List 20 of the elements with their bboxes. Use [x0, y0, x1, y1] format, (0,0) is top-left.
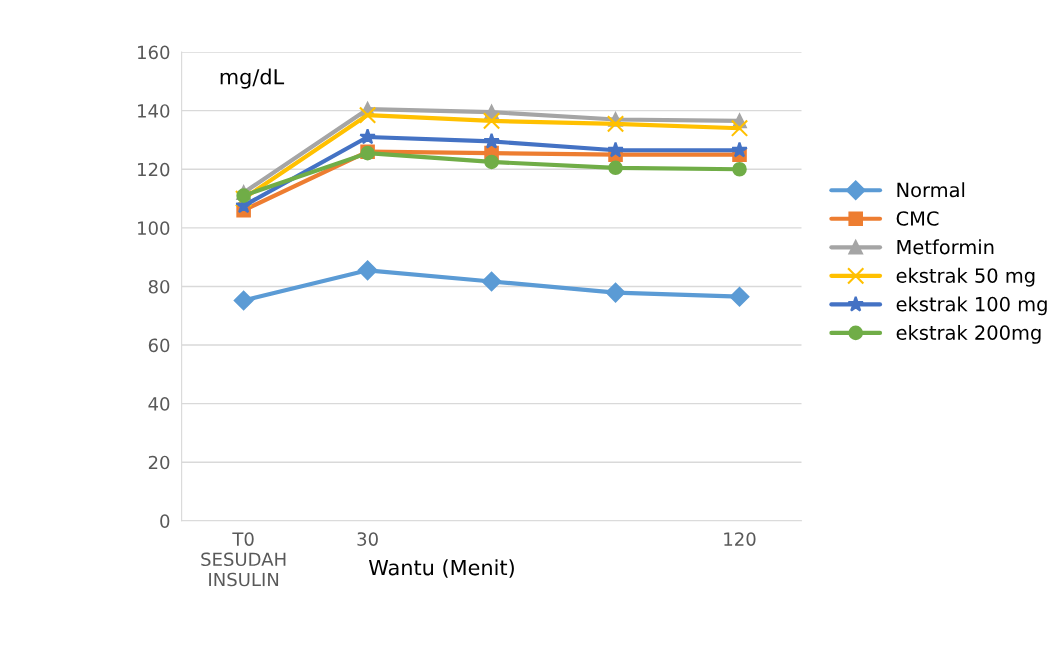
y-tick-label: 0: [160, 514, 170, 528]
legend-label: Metformin: [897, 239, 994, 255]
y-tick-label: 20: [148, 455, 170, 470]
legend-label: ekstrak 100 mg: [896, 296, 1047, 316]
y-tick-label: 60: [148, 338, 170, 353]
y-tick-label: 40: [148, 397, 170, 411]
y-axis-title: mg/dL: [220, 68, 285, 89]
legend-label: Normal: [897, 182, 965, 198]
x-axis-title: Wantu (Menit): [368, 559, 514, 578]
legend-label: ekstrak 200mg: [896, 324, 1041, 344]
y-tick-label: 100: [138, 221, 170, 235]
y-tick-label: 160: [138, 45, 170, 60]
y-tick-label: 120: [138, 162, 170, 177]
y-tick-label: 140: [138, 104, 170, 118]
x-tick-label: 30: [357, 532, 378, 546]
y-tick-label: 80: [148, 279, 170, 294]
legend-label: CMC: [896, 211, 939, 226]
legend-label: ekstrak 50 mg: [896, 267, 1035, 287]
x-tick-label: T0 SESUDAH INSULIN: [201, 532, 286, 587]
x-tick-label: 120: [724, 532, 756, 546]
